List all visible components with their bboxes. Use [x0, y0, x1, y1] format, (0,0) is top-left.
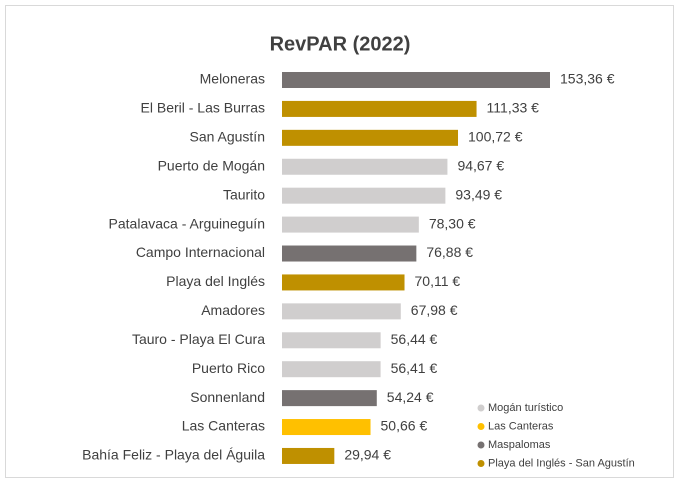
data-label: 94,67 €	[457, 157, 504, 173]
legend-label: Maspalomas	[488, 439, 551, 451]
legend-label: Playa del Inglés - San Agustín	[488, 457, 635, 469]
data-label: 67,98 €	[411, 302, 458, 318]
category-label: Meloneras	[200, 71, 265, 87]
category-label: San Agustín	[189, 129, 265, 145]
category-label: Playa del Inglés	[166, 273, 265, 289]
bar	[282, 100, 477, 117]
legend-marker	[477, 441, 485, 449]
legend-marker	[477, 404, 485, 412]
legend-marker	[477, 460, 485, 467]
category-label: Bahía Feliz - Playa del Águila	[82, 447, 265, 463]
category-label: Patalavaca - Arguineguín	[109, 215, 265, 231]
data-label: 111,33 €	[487, 100, 540, 116]
bar	[282, 187, 446, 204]
bar	[282, 447, 335, 464]
legend-label: Las Canteras	[488, 420, 554, 432]
category-label: Sonnenland	[190, 389, 265, 405]
category-label: Taurito	[223, 186, 265, 202]
category-label: Puerto Rico	[192, 360, 265, 376]
bar	[282, 72, 550, 88]
legend-label: Mogán turístico	[488, 402, 563, 414]
category-label: Las Canteras	[182, 418, 265, 434]
category-label: El Beril - Las Burras	[141, 100, 265, 116]
legend-marker	[477, 423, 485, 430]
bar	[282, 245, 417, 262]
bar	[282, 274, 405, 291]
bar	[282, 129, 459, 146]
bar	[282, 361, 381, 378]
data-label: 76,88 €	[426, 244, 473, 260]
data-label: 56,41 €	[391, 360, 438, 376]
bar	[282, 303, 401, 320]
category-label: Tauro - Playa El Cura	[132, 331, 265, 347]
bar	[282, 158, 448, 175]
category-label: Puerto de Mogán	[158, 157, 265, 173]
data-label: 56,44 €	[391, 331, 438, 347]
data-label: 50,66 €	[381, 418, 428, 434]
chart-title: RevPAR (2022)	[270, 33, 411, 55]
data-label: 78,30 €	[429, 215, 476, 231]
bar	[282, 419, 371, 436]
data-label: 100,72 €	[468, 129, 523, 145]
bar	[282, 390, 377, 407]
data-label: 153,36 €	[560, 71, 615, 87]
bar	[282, 216, 419, 233]
bar	[282, 332, 381, 349]
data-label: 54,24 €	[387, 389, 434, 405]
data-label: 70,11 €	[415, 273, 461, 289]
category-label: Amadores	[201, 302, 265, 318]
data-label: 93,49 €	[455, 186, 502, 202]
data-label: 29,94 €	[344, 447, 391, 463]
category-label: Campo Internacional	[136, 244, 265, 260]
